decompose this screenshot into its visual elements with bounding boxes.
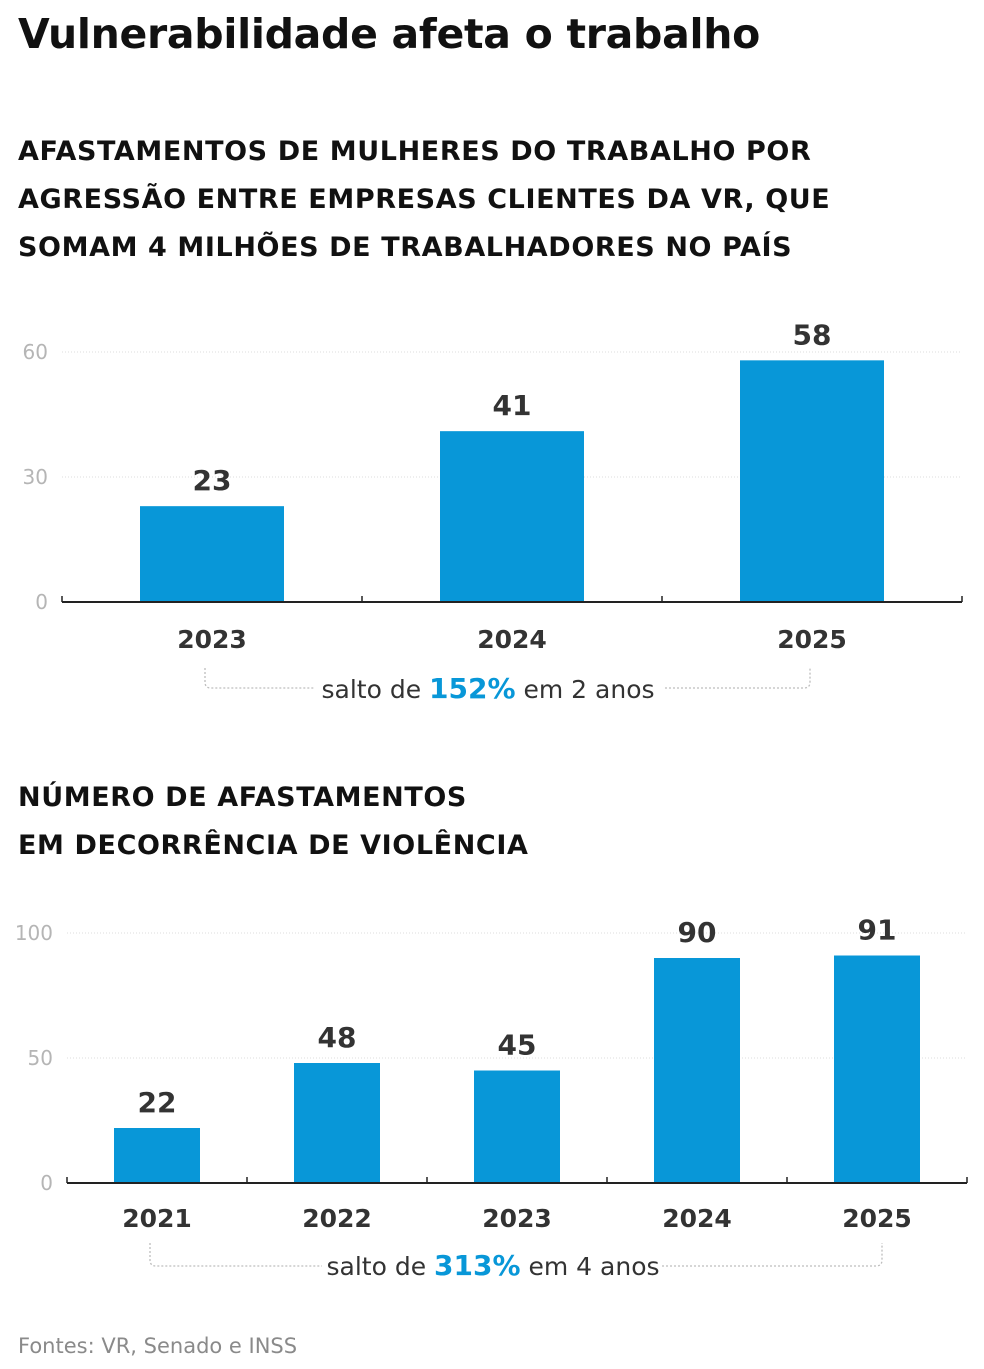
annotation-prefix: salto de <box>321 675 429 704</box>
chart-2: 0 50 100 22 2021 48 2022 45 2023 90 2024 91 2025 salt… <box>15 914 968 1282</box>
value-label: 48 <box>318 1021 357 1054</box>
x-tick-label: 2024 <box>662 1204 732 1233</box>
value-label: 58 <box>793 318 832 351</box>
bracket-right <box>662 1243 883 1267</box>
annotation-highlight: 313% <box>434 1249 521 1282</box>
growth-annotation: salto de 313% em 4 anos <box>326 1249 659 1282</box>
x-tick-label: 2023 <box>177 625 247 654</box>
bar-2022 <box>294 1063 380 1183</box>
y-tick-label: 100 <box>15 921 53 945</box>
y-tick-label: 0 <box>35 590 48 614</box>
y-tick-label: 60 <box>23 340 48 364</box>
y-tick-label: 30 <box>23 465 48 489</box>
source-note: Fontes: VR, Senado e INSS <box>18 1334 298 1358</box>
y-tick-label: 0 <box>40 1171 53 1195</box>
bar-2024 <box>440 431 584 602</box>
chart2-title-line: EM DECORRÊNCIA DE VIOLÊNCIA <box>18 830 529 861</box>
y-tick-label: 50 <box>28 1046 53 1070</box>
value-label: 90 <box>678 916 717 949</box>
bracket-right <box>665 668 811 689</box>
page-title: Vulnerabilidade afeta o trabalho <box>18 10 760 58</box>
bracket-left <box>204 668 315 689</box>
growth-annotation: salto de 152% em 2 anos <box>321 672 654 705</box>
bar-2023 <box>474 1070 560 1183</box>
x-tick-label: 2025 <box>842 1204 912 1233</box>
annotation-prefix: salto de <box>326 1252 434 1281</box>
bar-2023 <box>140 506 284 602</box>
annotation-highlight: 152% <box>429 672 516 705</box>
bar-2025 <box>834 955 920 1183</box>
chart2-title-line: NÚMERO DE AFASTAMENTOS <box>18 782 467 813</box>
chart-1: 0 30 60 23 2023 41 2024 58 2025 salto de 152% em … <box>23 318 963 705</box>
x-tick-label: 2021 <box>122 1204 192 1233</box>
chart2-title: NÚMERO DE AFASTAMENTOS EM DECORRÊNCIA DE… <box>18 774 528 870</box>
chart1-title-line: SOMAM 4 MILHÕES DE TRABALHADORES NO PAÍS <box>18 232 793 263</box>
chart1-title-line: AGRESSÃO ENTRE EMPRESAS CLIENTES DA VR, … <box>18 184 831 215</box>
bracket-left <box>149 1243 322 1267</box>
value-label: 23 <box>193 464 232 497</box>
bar-2024 <box>654 958 740 1183</box>
value-label: 91 <box>858 914 897 947</box>
annotation-suffix: em 4 anos <box>521 1252 660 1281</box>
x-tick-label: 2023 <box>482 1204 552 1233</box>
value-label: 45 <box>498 1029 537 1062</box>
x-tick-label: 2024 <box>477 625 547 654</box>
annotation-suffix: em 2 anos <box>516 675 655 704</box>
x-tick-label: 2022 <box>302 1204 372 1233</box>
x-tick-label: 2025 <box>777 625 847 654</box>
bar-2021 <box>114 1128 200 1183</box>
bar-2025 <box>740 360 884 602</box>
value-label: 22 <box>138 1086 177 1119</box>
value-label: 41 <box>493 389 532 422</box>
chart1-title: AFASTAMENTOS DE MULHERES DO TRABALHO POR… <box>18 128 830 272</box>
chart1-title-line: AFASTAMENTOS DE MULHERES DO TRABALHO POR <box>18 136 812 167</box>
